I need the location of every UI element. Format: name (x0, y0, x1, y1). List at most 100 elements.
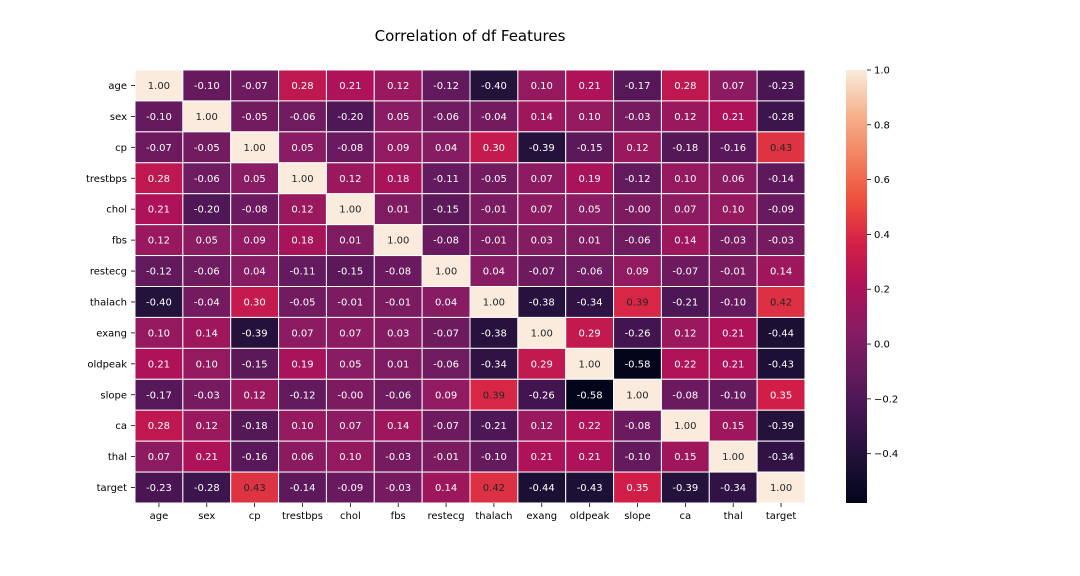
cell-value-label: 0.10 (196, 359, 218, 370)
heatmap-cell (278, 100, 327, 133)
heatmap-cell (373, 162, 423, 195)
cell-value-label: -0.07 (146, 143, 172, 154)
heatmap-cell (756, 100, 806, 133)
cell-value-label: -0.39 (242, 328, 268, 339)
heatmap-cell (708, 255, 758, 287)
cell-value-label: 0.07 (339, 328, 361, 339)
heatmap-cell (421, 378, 471, 411)
cell-value-label: 0.30 (244, 297, 266, 308)
cell-value-label: 1.00 (339, 205, 361, 216)
cell-value-label: 0.12 (387, 81, 409, 92)
cell-value-label: -0.05 (242, 112, 268, 123)
heatmap-cell (565, 69, 615, 102)
heatmap-cell (469, 193, 519, 226)
cell-value-label: -0.39 (529, 143, 555, 154)
cell-value-label: 0.12 (674, 328, 696, 339)
cell-value-label: 0.07 (531, 205, 553, 216)
colorbar-tick-label: 1.0 (874, 66, 890, 77)
cell-value-label: 0.10 (148, 328, 170, 339)
cell-value-label: 0.05 (196, 236, 218, 247)
cell-value-label: 0.04 (244, 267, 266, 278)
heatmap-cell (565, 286, 615, 318)
cell-value-label: 0.14 (674, 236, 696, 247)
heatmap-cell (756, 378, 806, 411)
heatmap-cell (134, 409, 184, 442)
colorbar-tick-label: 0.0 (874, 340, 890, 351)
cell-value-label: -0.44 (768, 328, 794, 339)
cell-value-label: 0.10 (339, 452, 361, 463)
cell-value-label: -0.04 (481, 112, 507, 123)
cell-value-label: -0.06 (385, 390, 411, 401)
y-tick-label: ca (115, 421, 127, 432)
cell-value-label: -0.01 (481, 205, 507, 216)
cell-value-label: -0.26 (529, 390, 555, 401)
colorbar-tick-label: 0.2 (874, 285, 890, 296)
heatmap-cell (565, 193, 615, 226)
heatmap-cell (230, 193, 280, 226)
cell-value-label: -0.01 (481, 236, 507, 247)
heatmap-cell (373, 100, 423, 133)
cell-value-label: 0.18 (387, 174, 409, 185)
cell-value-label: 0.21 (148, 359, 170, 370)
heatmap-cell (660, 409, 710, 442)
cell-value-label: 0.05 (387, 112, 409, 123)
cell-value-label: -0.10 (481, 452, 507, 463)
cell-value-label: -0.17 (625, 81, 651, 92)
y-tick-label: trestbps (86, 174, 127, 185)
cell-value-label: 0.06 (291, 452, 313, 463)
heatmap-cell (517, 162, 567, 195)
cell-value-label: -0.28 (194, 483, 220, 494)
colorbar-tick-label: −0.4 (874, 449, 898, 460)
heatmap-cell (230, 162, 280, 195)
cell-value-label: 0.12 (626, 143, 648, 154)
heatmap-cell (182, 347, 232, 380)
cell-value-label: -0.17 (146, 390, 172, 401)
heatmap-cell (373, 286, 423, 318)
x-tick-label: ca (680, 511, 692, 522)
cell-value-label: -0.06 (433, 112, 459, 123)
cell-value-label: 0.21 (196, 452, 218, 463)
heatmap-cell (325, 224, 375, 257)
cell-value-label: -0.08 (672, 390, 698, 401)
heatmap-cell (182, 378, 232, 411)
cell-value-label: 0.28 (291, 81, 313, 92)
colorbar-tick-label: 0.8 (874, 120, 890, 131)
x-tick-label: target (766, 511, 796, 522)
heatmap-cell (708, 440, 758, 473)
y-tick-label: thalach (90, 297, 127, 308)
cell-value-label: 1.00 (196, 112, 218, 123)
cell-value-label: 0.14 (770, 267, 792, 278)
cell-value-label: 0.22 (674, 359, 696, 370)
cell-value-label: -0.00 (337, 390, 363, 401)
cell-value-label: 0.06 (722, 174, 744, 185)
cell-value-label: 0.10 (674, 174, 696, 185)
heatmap-cell (469, 378, 519, 411)
cell-value-label: -0.08 (625, 421, 651, 432)
cell-value-label: -0.15 (242, 359, 268, 370)
cell-value-label: 0.12 (531, 421, 553, 432)
cell-value-label: -0.34 (720, 483, 746, 494)
cell-value-label: -0.05 (194, 143, 220, 154)
y-tick-label: fbs (112, 236, 127, 247)
y-tick-label: thal (108, 452, 127, 463)
heatmap-cell (278, 224, 327, 257)
heatmap-cell (517, 471, 567, 504)
cell-value-label: -0.15 (433, 205, 459, 216)
heatmap-cell (660, 131, 710, 164)
x-tick-label: chol (340, 511, 361, 522)
cell-value-label: 0.29 (579, 328, 601, 339)
heatmap-cell (756, 131, 806, 164)
cell-value-label: -0.26 (625, 328, 651, 339)
heatmap-cell (565, 440, 615, 473)
cell-value-label: -0.15 (577, 143, 603, 154)
y-tick-label: sex (110, 112, 127, 123)
heatmap-cell (230, 255, 280, 287)
cell-value-label: -0.58 (625, 359, 651, 370)
cell-value-label: -0.20 (337, 112, 363, 123)
cell-value-label: 0.10 (722, 205, 744, 216)
cell-value-label: -0.08 (433, 236, 459, 247)
cell-value-label: 0.05 (579, 205, 601, 216)
heatmap-cell (421, 162, 471, 195)
cell-value-label: 0.22 (579, 421, 601, 432)
